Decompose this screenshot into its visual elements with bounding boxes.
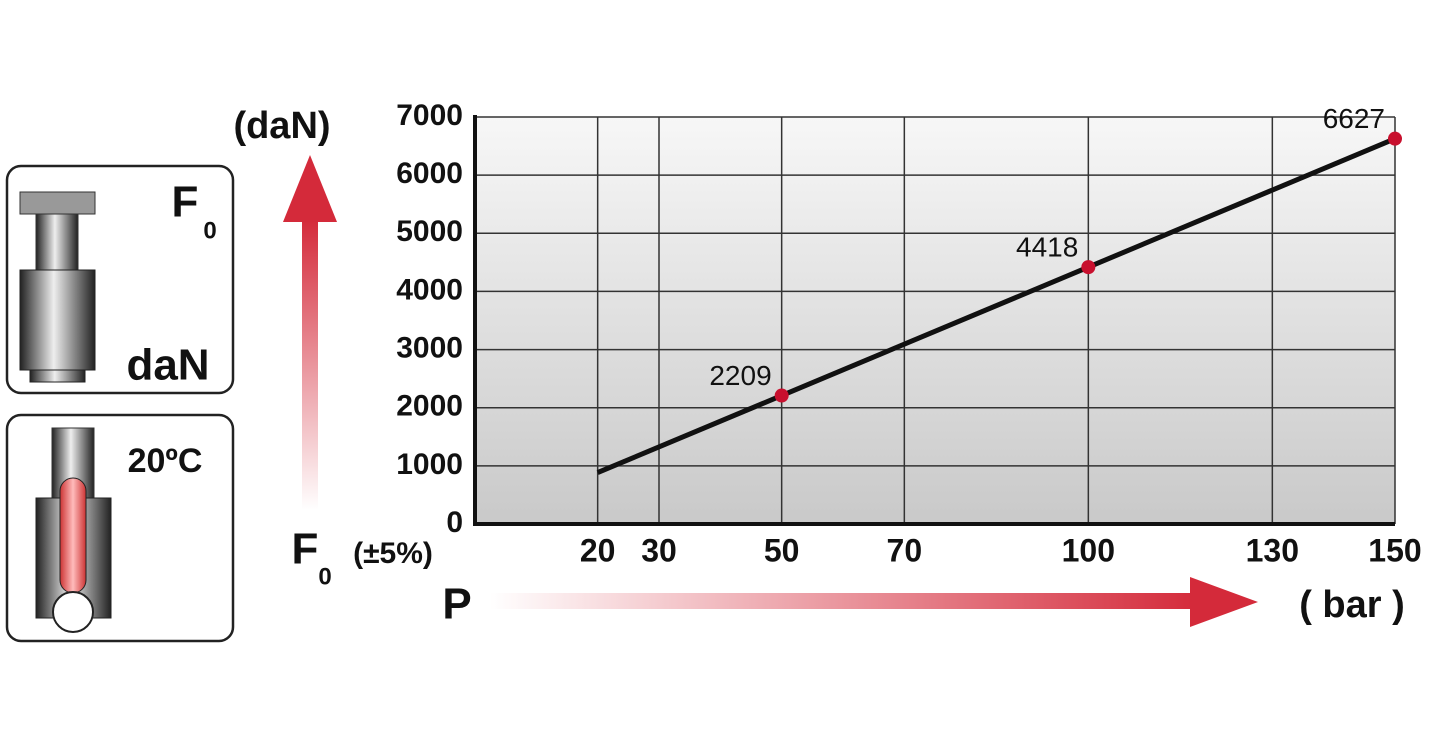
x-axis-unit: ( bar ) bbox=[1299, 584, 1405, 626]
x-arrow-head bbox=[1190, 577, 1258, 627]
x-tick-label: 20 bbox=[580, 532, 616, 568]
y-caption-subscript: 0 bbox=[318, 563, 331, 590]
x-tick-label: 30 bbox=[641, 532, 677, 568]
y-arrow-shaft bbox=[302, 220, 318, 510]
y-tick-label: 4000 bbox=[396, 273, 463, 306]
x-tick-label: 100 bbox=[1062, 532, 1115, 568]
data-label: 2209 bbox=[709, 360, 771, 391]
y-tick-label: 1000 bbox=[396, 448, 463, 481]
line bbox=[596, 136, 1396, 475]
data-point bbox=[1388, 131, 1402, 146]
y-caption-symbol: F bbox=[292, 525, 319, 574]
y-tick-label: 5000 bbox=[396, 215, 463, 248]
thermometer bbox=[59, 477, 87, 594]
y-tick-label: 0 bbox=[446, 506, 463, 539]
force-symbol: F bbox=[172, 178, 199, 227]
x-tick-label: 130 bbox=[1246, 532, 1299, 568]
force-unit: daN bbox=[126, 341, 209, 390]
x-tick-label: 50 bbox=[764, 532, 800, 568]
cylinder-foot bbox=[29, 369, 86, 383]
y-axis-label: (daN) bbox=[233, 105, 330, 147]
temperature-panel: 20ºC bbox=[5, 413, 235, 643]
data-label: 6627 bbox=[1323, 103, 1385, 134]
y-caption-note: (±5%) bbox=[353, 537, 433, 570]
x-arrow-shaft bbox=[490, 593, 1200, 609]
y-tick-label: 2000 bbox=[396, 390, 463, 423]
data-label: 4418 bbox=[1016, 232, 1078, 263]
data-point bbox=[774, 388, 789, 403]
data-point bbox=[1081, 260, 1096, 275]
y-tick-label: 7000 bbox=[396, 99, 463, 132]
x-tick-label: 150 bbox=[1368, 532, 1421, 568]
y-arrow-head bbox=[283, 155, 337, 222]
force-panel: F 0 daN bbox=[5, 164, 235, 395]
clamp-plate bbox=[19, 191, 96, 215]
x-axis-label: P bbox=[442, 580, 471, 629]
y-tick-label: 6000 bbox=[396, 157, 463, 190]
plot-area bbox=[475, 117, 1395, 524]
temperature: 20ºC bbox=[128, 442, 203, 480]
cylinder-body bbox=[19, 269, 96, 371]
piston bbox=[35, 213, 79, 271]
y-tick-label: 3000 bbox=[396, 331, 463, 364]
force-subscript: 0 bbox=[203, 217, 216, 244]
thermometer-bulb bbox=[52, 591, 94, 633]
x-tick-label: 70 bbox=[887, 532, 923, 568]
